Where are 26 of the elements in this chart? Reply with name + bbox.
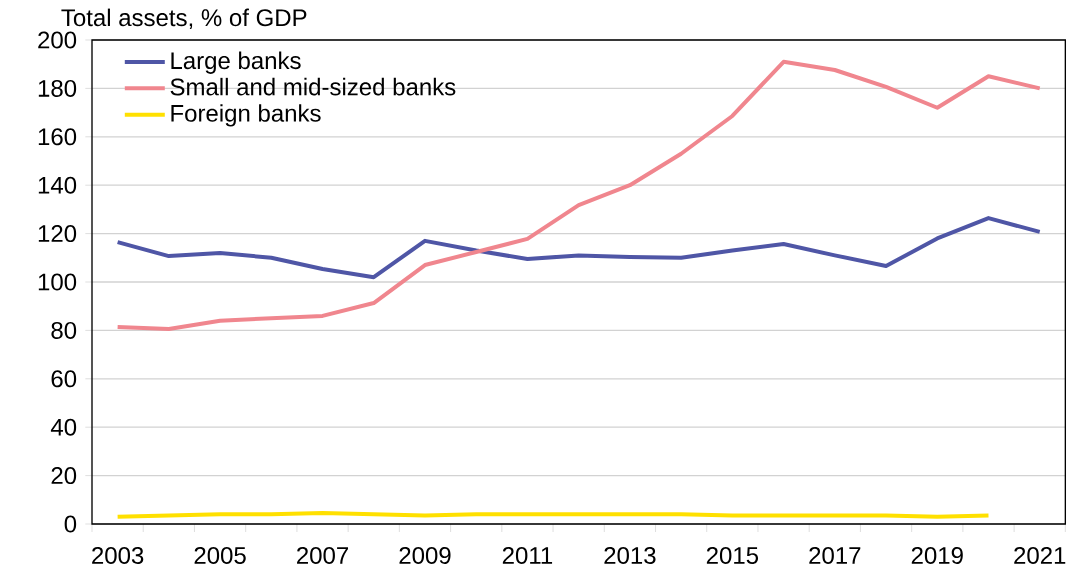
x-tick-label: 2005 [194,546,246,564]
legend-label: Small and mid-sized banks [170,77,456,96]
x-tick-label: 2017 [809,546,861,564]
y-tick-label: 160 [38,128,77,146]
x-tick-label: 2019 [911,546,963,564]
x-tick-label: 2007 [297,546,349,564]
chart-title: Total assets, % of GDP [61,8,307,30]
x-tick-label: 2011 [502,546,553,564]
x-tick-label: 2003 [92,546,144,564]
y-tick-label: 80 [51,321,77,339]
x-tick-label: 2021 [1014,546,1066,564]
y-tick-label: 200 [38,31,77,49]
line-series [115,216,1042,280]
y-tick-label: 40 [50,418,77,436]
x-tick-label: 2009 [399,546,451,564]
legend-label: Large banks [171,51,301,74]
y-tick-label: 20 [51,467,77,485]
y-tick-label: 60 [51,370,77,388]
y-tick-label: 100 [38,273,77,291]
y-tick-label: 140 [38,176,77,194]
legend-label: Foreign banks [171,104,321,127]
y-tick-label: 120 [38,225,77,243]
x-tick-label: 2013 [604,546,656,564]
x-tick-label: 2015 [706,546,759,564]
y-tick-label: 180 [38,79,77,97]
y-tick-label: 0 [64,515,77,533]
